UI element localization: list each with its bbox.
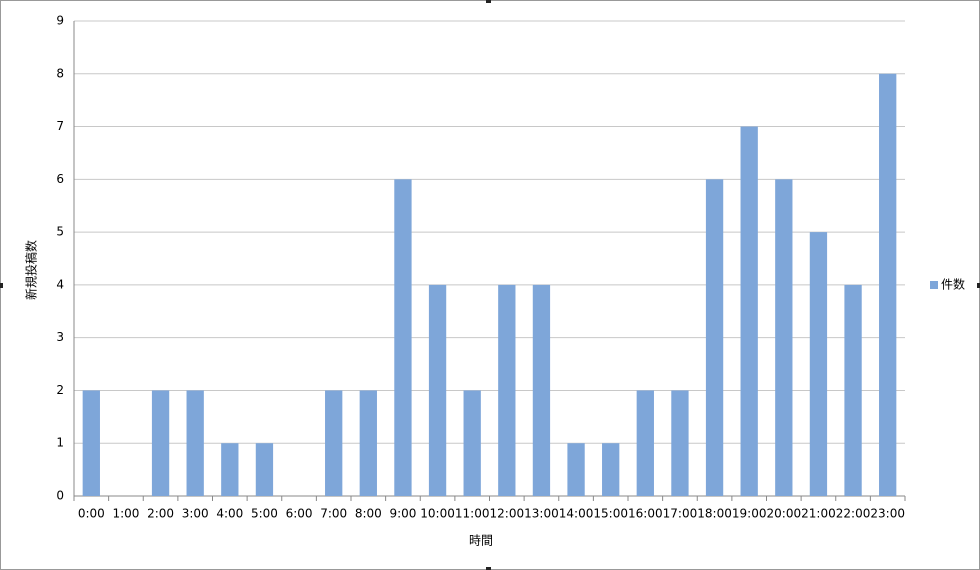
bar [82,390,100,496]
handle [0,283,3,288]
x-tick-label: 4:00 [216,507,243,521]
x-tick-label: 1:00 [112,507,139,521]
y-tick-label: 1 [56,436,64,450]
x-tick-label: 21:00 [801,507,836,521]
handle [977,283,980,288]
y-axis-label: 新規投稿数 [24,240,39,300]
x-tick-label: 7:00 [320,507,347,521]
x-tick-label: 23:00 [870,507,905,521]
x-tick-label: 11:00 [455,507,490,521]
bar [221,443,239,496]
x-tick-label: 12:00 [490,507,525,521]
x-tick-label: 20:00 [767,507,802,521]
bar [809,232,828,496]
bar [255,443,274,496]
y-tick-label: 4 [56,277,64,291]
x-tick-label: 8:00 [355,507,382,521]
bar [567,443,585,496]
x-tick-label: 9:00 [389,507,416,521]
bar [359,390,377,496]
x-tick-label: 13:00 [524,507,559,521]
handle [486,567,491,570]
x-tick-label: 3:00 [182,507,209,521]
x-tick-label: 10:00 [420,507,455,521]
y-tick-label: 6 [56,172,64,186]
x-tick-label: 16:00 [628,507,663,521]
x-tick-label: 19:00 [732,507,767,521]
y-tick-label: 8 [56,66,64,80]
bar [325,390,343,496]
x-tick-label: 0:00 [78,507,105,521]
legend-swatch [930,281,938,289]
bar [740,126,758,497]
bar [775,179,793,497]
y-tick-label: 7 [56,119,64,133]
x-tick-label: 17:00 [663,507,698,521]
bar [532,284,551,496]
y-tick-label: 2 [56,383,64,397]
y-tick-label: 9 [56,14,64,28]
bar [498,284,516,496]
x-tick-label: 6:00 [286,507,313,521]
x-tick-label: 5:00 [251,507,278,521]
x-axis-label: 時間 [469,534,493,548]
x-tick-label: 18:00 [697,507,732,521]
y-tick-label: 0 [56,489,64,503]
handle [486,0,491,3]
bar [879,73,897,497]
bar [186,390,204,496]
bar [671,390,689,496]
bar [844,284,862,496]
bar [394,179,412,497]
bar [636,390,654,496]
bar [463,390,481,496]
y-tick-label: 3 [56,330,64,344]
x-tick-label: 15:00 [593,507,628,521]
y-tick-label: 5 [56,225,64,239]
legend-label: 件数 [941,277,965,292]
x-tick-label: 22:00 [836,507,871,521]
x-tick-label: 14:00 [559,507,594,521]
bar [428,284,447,496]
bar [705,179,724,497]
bar [602,443,620,496]
bar [151,390,170,496]
x-tick-label: 2:00 [147,507,174,521]
